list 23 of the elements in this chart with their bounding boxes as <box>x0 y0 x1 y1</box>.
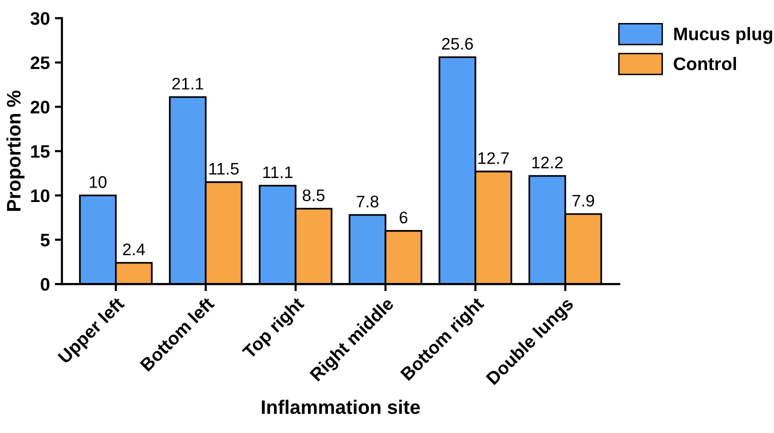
y-tick-label: 5 <box>40 234 50 246</box>
y-tick-label: 10 <box>31 189 50 202</box>
y-tick-label: 15 <box>31 145 50 158</box>
data-label: 7.9 <box>572 194 594 207</box>
data-label: 6 <box>400 212 408 224</box>
data-label: 25.6 <box>442 38 473 50</box>
y-tick-label: 30 <box>30 12 50 25</box>
data-label: 8.5 <box>302 189 324 202</box>
y-axis-title: Proportion % <box>6 90 24 211</box>
y-tick-label: 25 <box>30 56 50 70</box>
y-tick-label: 0 <box>40 278 50 291</box>
data-label: 12.2 <box>532 156 563 168</box>
data-label: 11.1 <box>263 166 292 178</box>
data-label: 11.5 <box>209 163 239 175</box>
data-label: 10 <box>90 176 106 188</box>
x-axis-title: Inflammation site <box>262 400 420 414</box>
legend-label: Control <box>674 56 736 70</box>
y-tick-label: 20 <box>30 100 50 114</box>
data-label: 7.8 <box>356 196 378 208</box>
data-label: 2.4 <box>123 244 145 256</box>
legend-label: Mucus plug <box>674 27 772 44</box>
data-label: 12.7 <box>478 152 509 164</box>
data-label: 21.1 <box>172 78 204 90</box>
